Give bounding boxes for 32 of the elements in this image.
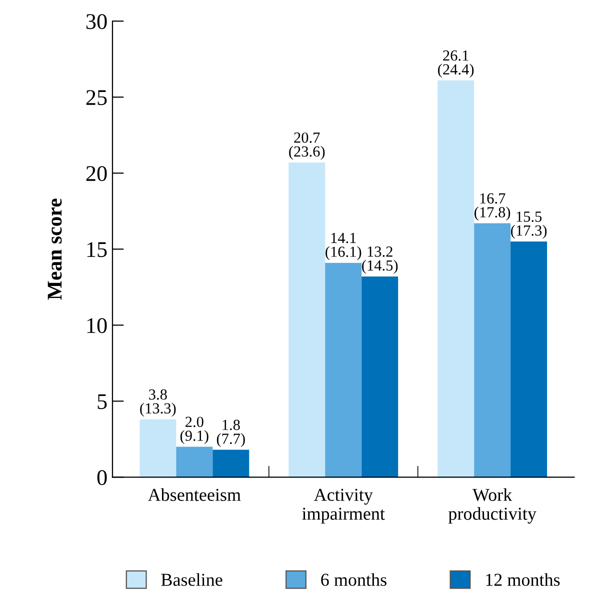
bar [325, 262, 362, 478]
data-label: 2.0 (9.1) [180, 416, 208, 444]
x-tick-label: Activity impairment [302, 488, 385, 524]
y-axis-title: Mean score [48, 198, 62, 300]
y-tick-label: 15 [87, 242, 107, 258]
data-label: 26.1 (24.4) [438, 50, 474, 78]
y-tick-label: 0 [97, 470, 107, 486]
data-label: 1.8 (7.7) [216, 420, 245, 448]
bar [510, 242, 548, 478]
y-tick-label: 30 [86, 14, 107, 30]
bar [362, 276, 398, 478]
y-tick-label: 25 [86, 90, 107, 106]
data-label: 15.5 (17.3) [511, 212, 547, 239]
x-tick-label: Work productivity [448, 488, 536, 524]
legend-label: Baseline [161, 573, 222, 586]
legend-label: 6 months [321, 573, 386, 586]
data-label: 16.7 (17.8) [474, 193, 510, 221]
data-label: 20.7 (23.6) [289, 132, 325, 160]
y-tick-label: 5 [98, 394, 107, 410]
y-tick-label: 20 [86, 166, 107, 182]
x-tick-label: Absenteeism [148, 488, 241, 501]
y-tick-label: 10 [87, 318, 107, 334]
bar [176, 446, 213, 478]
legend-label: 12 months [486, 573, 560, 586]
bar [474, 223, 511, 478]
data-label: 3.8 (13.3) [140, 389, 176, 417]
data-label: 14.1 (16.1) [326, 232, 362, 260]
data-label: 13.2 (14.5) [362, 246, 398, 274]
bar [212, 450, 250, 478]
bar [438, 80, 474, 478]
bar [140, 419, 176, 478]
bar [288, 162, 326, 478]
